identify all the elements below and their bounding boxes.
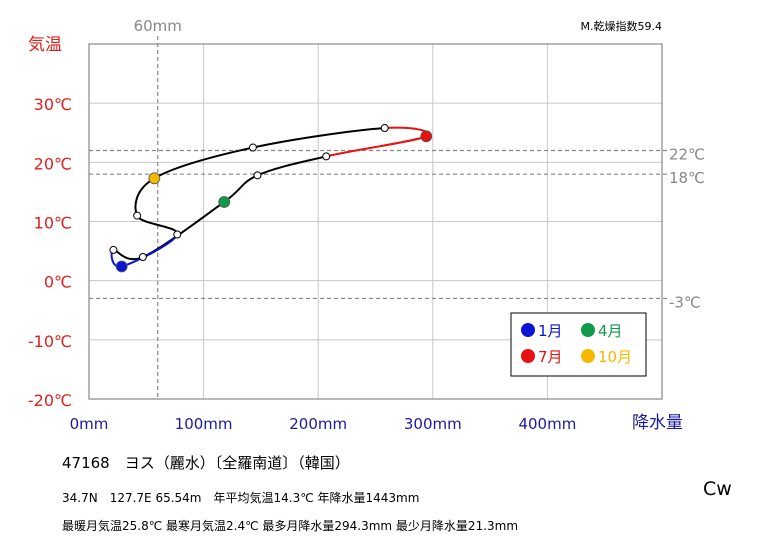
legend-box	[510, 312, 647, 377]
legend-marker	[521, 349, 535, 363]
precip-reference-label: 60mm	[134, 17, 182, 35]
legend-marker	[581, 323, 595, 337]
reference-lines: 60mm 22℃ 18℃ -3℃	[89, 17, 705, 399]
month-point-9	[248, 143, 257, 152]
curve-segment	[257, 155, 327, 177]
x-tick-label: 300mm	[404, 415, 462, 433]
climate-curve	[110, 126, 430, 268]
station-name: 47168 ヨス（麗水）〔全羅南道〕（韓国）	[62, 454, 350, 472]
month-point-6	[322, 152, 331, 161]
x-tick-label: 200mm	[289, 415, 347, 433]
curve-segment	[121, 233, 179, 268]
y-tick-label: 10℃	[34, 214, 72, 233]
y-tick-label: 0℃	[44, 273, 72, 292]
x-tick-label: 100mm	[175, 415, 233, 433]
month-point-7	[420, 130, 433, 143]
month-point-8	[380, 124, 389, 133]
month-points	[109, 124, 433, 273]
legend-label: 1月	[538, 322, 563, 340]
curve-segment	[325, 135, 427, 158]
x-tick-label: 400mm	[518, 415, 576, 433]
y-tick-label: -20℃	[28, 391, 72, 410]
legend-marker	[581, 349, 595, 363]
y-tick-label: 20℃	[34, 154, 72, 173]
y-tick-label: -10℃	[28, 332, 72, 351]
month-point-5	[253, 171, 262, 180]
axis-ticks: 30℃ 20℃ 10℃ 0℃ -10℃ -20℃ 0mm 100mm 200mm 300mm 400…	[28, 95, 576, 433]
month-point-12	[173, 230, 182, 239]
curve-segment	[223, 174, 258, 203]
climate-class: Cw	[703, 478, 732, 500]
month-point-2	[109, 245, 118, 254]
month-point-3	[138, 253, 147, 261]
station-summary-2: 最暖月気温25.8℃ 最寒月気温2.4℃ 最多月降水量294.3mm 最少月降水…	[62, 519, 519, 533]
curve-segment	[134, 177, 155, 216]
curve-segment	[153, 146, 254, 180]
legend-label: 7月	[538, 348, 563, 366]
dryness-index: M.乾燥指数59.4	[581, 19, 662, 33]
month-point-1	[115, 260, 128, 273]
curve-segment	[142, 201, 225, 258]
legend-label: 4月	[598, 322, 623, 340]
plot-frame	[88, 43, 663, 400]
y-tick-label: 30℃	[34, 95, 72, 114]
curve-segment	[113, 248, 144, 261]
temp-reference-label: 18℃	[669, 169, 705, 187]
curve-segment	[252, 127, 385, 149]
y-axis-label: 気温	[28, 35, 62, 55]
station-summary-1: 34.7N 127.7E 65.54m 年平均気温14.3℃ 年降水量1443m…	[62, 491, 420, 505]
month-point-10	[148, 172, 161, 185]
temp-reference-label: -3℃	[669, 293, 701, 311]
x-axis-label: 降水量	[632, 413, 683, 433]
x-tick-label: 0mm	[70, 415, 109, 433]
grid-lines	[89, 44, 662, 399]
month-point-4	[218, 196, 231, 208]
legend-label: 10月	[598, 348, 632, 366]
legend: 1月 4月 7月 10月	[510, 312, 647, 377]
month-point-11	[133, 211, 142, 220]
climograph-chart: 60mm 22℃ 18℃ -3℃ 30℃ 20℃ 10℃ 0℃ -10℃ -20℃ 0mm 100m…	[28, 17, 705, 433]
temp-reference-label: 22℃	[669, 146, 705, 164]
legend-marker	[521, 323, 535, 337]
